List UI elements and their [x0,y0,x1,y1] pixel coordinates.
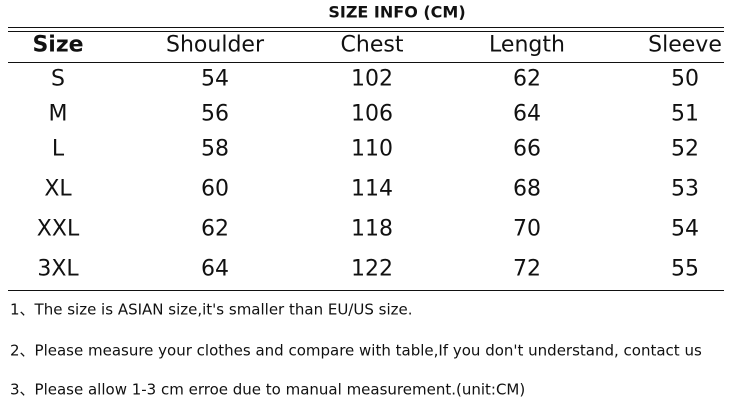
table-cell: 68 [513,176,541,202]
table-cell: 122 [351,256,393,282]
table-cell: 54 [671,216,699,242]
table-cell: 72 [513,256,541,282]
title: SIZE INFO (CM) [328,2,466,22]
table-cell: S [51,66,65,92]
rule [8,62,724,63]
table-cell: XL [44,176,72,202]
rule [8,31,724,32]
table-cell: 53 [671,176,699,202]
table-cell: 106 [351,101,393,127]
column-header: Size [32,32,84,58]
table-cell: 56 [201,101,229,127]
table-cell: 64 [201,256,229,282]
column-header: Shoulder [166,32,264,58]
table-cell: 62 [513,66,541,92]
column-header: Chest [340,32,404,58]
rule [8,27,724,28]
table-cell: 64 [513,101,541,127]
column-header: Sleeve [648,32,722,58]
note: 2、Please measure your clothes and compar… [10,341,702,360]
column-header: Length [489,32,565,58]
table-cell: 3XL [37,256,79,282]
rule [8,290,724,291]
table-cell: 55 [671,256,699,282]
note: 1、The size is ASIAN size,it's smaller th… [10,300,413,319]
table-cell: 110 [351,136,393,162]
table-cell: 60 [201,176,229,202]
table-cell: 52 [671,136,699,162]
table-cell: 70 [513,216,541,242]
table-cell: 114 [351,176,393,202]
table-cell: 118 [351,216,393,242]
table-cell: M [48,101,68,127]
table-cell: 51 [671,101,699,127]
table-cell: L [51,136,65,162]
table-cell: 54 [201,66,229,92]
table-cell: 102 [351,66,393,92]
table-cell: 62 [201,216,229,242]
table-cell: 58 [201,136,229,162]
table-cell: 66 [513,136,541,162]
note: 3、Please allow 1-3 cm erroe due to manua… [10,380,526,399]
table-cell: XXL [36,216,80,242]
table-cell: 50 [671,66,699,92]
